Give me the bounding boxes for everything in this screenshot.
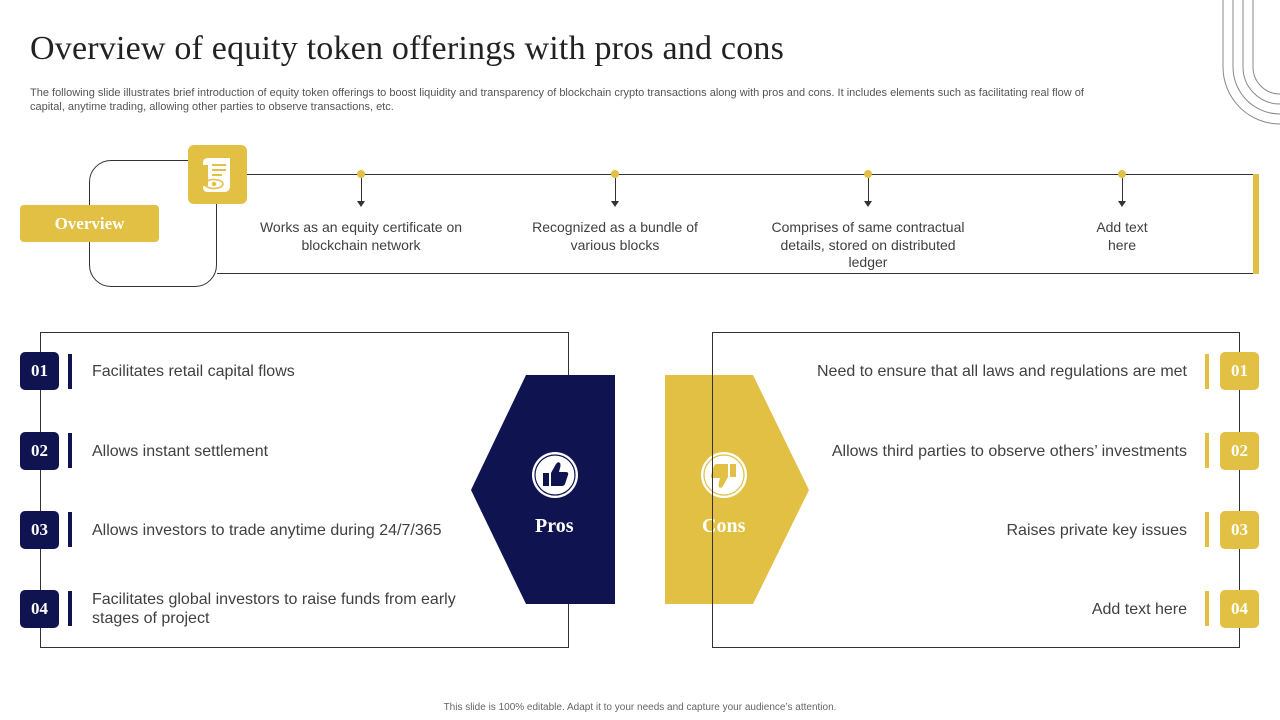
point-marker [357,170,365,178]
pros-item: Facilitates global investors to raise fu… [92,591,456,627]
cons-number-badge: 01 [1220,352,1259,390]
cons-divider [1205,354,1209,389]
down-arrow-icon [1118,178,1126,207]
scroll-eye-icon [188,145,247,204]
point-marker [864,170,872,178]
point-marker [611,170,619,178]
pros-number-badge: 02 [20,432,59,470]
pros-divider [68,433,72,468]
point-marker [1118,170,1126,178]
overview-point-1: Works as an equity certificate on blockc… [251,170,471,254]
pros-label: Pros [535,515,574,537]
overview-point-text: Comprises of same contractual details, s… [771,219,965,270]
overview-label: Overview [20,205,159,242]
pros-hexagon: Pros [471,375,615,604]
overview-point-text: Add text here [1096,219,1148,253]
overview-accent-bar [1253,174,1259,274]
cons-item: Raises private key issues [1006,522,1187,539]
cons-divider [1205,433,1209,468]
down-arrow-icon [864,178,872,207]
decorative-arcs [1222,0,1280,125]
pros-divider [68,354,72,389]
down-arrow-icon [611,178,619,207]
pros-divider [68,591,72,626]
pros-item: Allows instant settlement [92,443,269,460]
page-title: Overview of equity token offerings with … [30,30,785,67]
pros-item: Facilitates retail capital flows [92,363,295,380]
cons-item: Allows third parties to observe others’ … [831,443,1187,460]
down-arrow-icon [357,178,365,207]
cons-number-badge: 02 [1220,432,1259,470]
thumbs-up-icon [530,450,580,500]
cons-item: Need to ensure that all laws and regulat… [817,363,1187,380]
cons-divider [1205,512,1209,547]
overview-point-text: Recognized as a bundle of various blocks [532,219,698,253]
overview-box [217,174,1257,274]
cons-number-badge: 03 [1220,511,1259,549]
cons-item: Add text here [1091,601,1187,618]
overview-point-2: Recognized as a bundle of various blocks [505,170,725,254]
cons-divider [1205,591,1209,626]
cons-panel [712,332,1240,648]
pros-number-badge: 03 [20,511,59,549]
pros-number-badge: 04 [20,590,59,628]
overview-point-4: Add text here [1012,170,1232,254]
pros-item: Allows investors to trade anytime during… [92,522,442,539]
overview-point-text: Works as an equity certificate on blockc… [259,219,463,253]
footer-note: This slide is 100% editable. Adapt it to… [443,702,837,713]
overview-point-3: Comprises of same contractual details, s… [758,170,978,272]
pros-divider [68,512,72,547]
cons-number-badge: 04 [1220,590,1259,628]
pros-number-badge: 01 [20,352,59,390]
page-subtitle: The following slide illustrates brief in… [30,87,1084,113]
